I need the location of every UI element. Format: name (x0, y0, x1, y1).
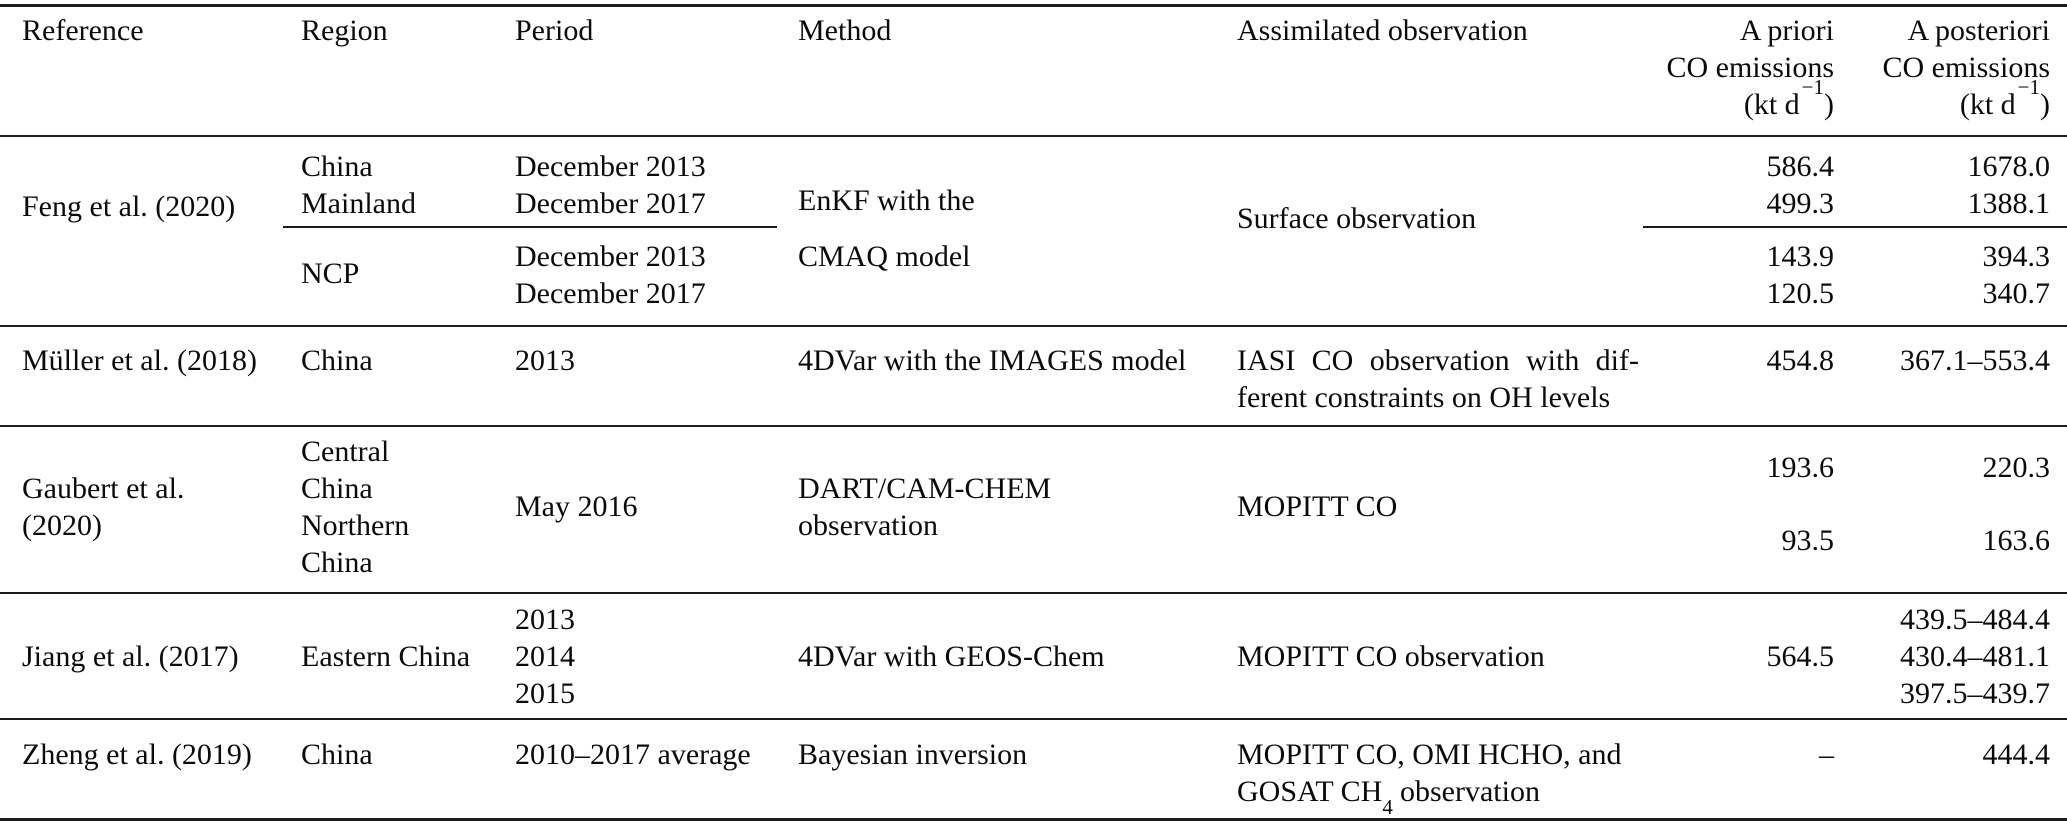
muller-observation-line2: ferent constraints on OH levels (1237, 381, 1611, 414)
feng-aposteriori-ncp: 394.3 340.7 (1983, 238, 2051, 312)
gaubert-apriori-northern: 93.5 (1781, 524, 1835, 557)
feng-aposteriori-mainland: 1678.0 1388.1 (1968, 148, 2051, 222)
aposteriori-header-line2: CO emissions (1882, 51, 2050, 84)
muller-aposteriori: 367.1–553.4 (1900, 344, 2050, 377)
gaubert-reference: Gaubert et al. (2020) (22, 470, 184, 544)
cell-line: December 2017 (515, 277, 706, 310)
cell-line: 499.3 (1766, 187, 1835, 220)
cell-line: China (301, 546, 373, 579)
muller-reference: Müller et al. (2018) (22, 344, 257, 377)
subrow-rule-region-period (283, 226, 777, 228)
muller-period: 2013 (515, 344, 575, 377)
zheng-region: China (301, 738, 373, 771)
jiang-reference: Jiang et al. (2017) (22, 640, 239, 673)
zheng-period: 2010–2017 average (515, 738, 751, 771)
muller-region: China (301, 344, 373, 377)
cell-line: December 2013 (515, 150, 706, 183)
cell-line: 120.5 (1766, 277, 1835, 310)
header-rule (0, 135, 2067, 137)
row-separator-feng (0, 325, 2067, 327)
jiang-apriori: 564.5 (1766, 640, 1835, 673)
feng-apriori-mainland: 586.4 499.3 (1767, 148, 1835, 222)
cell-line: 143.9 (1766, 240, 1835, 273)
col-header-period: Period (515, 14, 594, 47)
zheng-observation-line2: GOSAT CH4 observation (1237, 775, 1540, 819)
row-separator-gaubert (0, 592, 2067, 594)
muller-observation-line1: IASI CO observation with dif- (1237, 344, 1639, 377)
cell-line: DART/CAM-CHEM (798, 472, 1052, 505)
unit-superscript: −1 (2017, 75, 2040, 100)
feng-region-ncp: NCP (301, 257, 360, 290)
unit-superscript: −1 (1801, 75, 1824, 100)
zheng-method: Bayesian inversion (798, 738, 1028, 771)
jiang-region: Eastern China (301, 640, 471, 673)
cell-line: December 2017 (515, 187, 706, 220)
apriori-header-unit: (kt d−1) (1743, 75, 1834, 121)
bottom-rule (0, 818, 2067, 821)
cell-line: 397.5–439.7 (1900, 677, 2050, 710)
gaubert-region: Central China Northern China (301, 433, 409, 581)
cell-line: 2015 (515, 677, 575, 710)
col-header-apriori: A priori CO emissions (kt d−1) (1666, 12, 1834, 123)
cell-line: 1388.1 (1967, 187, 2051, 220)
zheng-observation-line1: MOPITT CO, OMI HCHO, and (1237, 738, 1622, 771)
gaubert-aposteriori-northern: 163.6 (1982, 524, 2051, 557)
gaubert-aposteriori-central: 220.3 (1982, 451, 2051, 484)
col-header-method: Method (798, 14, 892, 47)
cell-line: Gaubert et al. (22, 472, 185, 505)
row-separator-muller (0, 425, 2067, 427)
feng-observation: Surface observation (1237, 202, 1477, 235)
jiang-method: 4DVar with GEOS-Chem (798, 640, 1105, 673)
cell-line: China (301, 472, 373, 505)
cell-line: 586.4 (1766, 150, 1835, 183)
jiang-period: 2013 2014 2015 (515, 601, 575, 712)
gaubert-period: May 2016 (515, 490, 638, 523)
cell-line: 439.5–484.4 (1900, 603, 2050, 636)
cell-line: 430.4–481.1 (1900, 640, 2050, 673)
jiang-aposteriori: 439.5–484.4 430.4–481.1 397.5–439.7 (1900, 601, 2050, 712)
gaubert-observation: MOPITT CO (1237, 490, 1398, 523)
cell-line: 2013 (515, 603, 575, 636)
ch4-subscript: 4 (1382, 794, 1393, 819)
zheng-aposteriori: 444.4 (1982, 738, 2051, 771)
cell-line: December 2013 (515, 240, 706, 273)
cell-line: (2020) (22, 509, 102, 542)
cell-line: 2014 (515, 640, 575, 673)
cell-line: China (301, 150, 373, 183)
cell-line: Mainland (301, 187, 416, 220)
muller-method: 4DVar with the IMAGES model (798, 344, 1187, 377)
col-header-reference: Reference (22, 14, 144, 47)
aposteriori-header-line1: A posteriori (1907, 14, 2051, 47)
col-header-aposteriori: A posteriori CO emissions (kt d−1) (1882, 12, 2050, 123)
apriori-header-line1: A priori (1739, 14, 1834, 47)
col-header-observation: Assimilated observation (1237, 14, 1528, 47)
feng-reference: Feng et al. (2020) (22, 190, 236, 223)
zheng-reference: Zheng et al. (2019) (22, 738, 252, 771)
col-header-region: Region (301, 14, 388, 47)
top-rule (0, 4, 2067, 7)
jiang-observation: MOPITT CO observation (1237, 640, 1545, 673)
cell-line: Central (301, 435, 390, 468)
feng-period-ncp: December 2013 December 2017 (515, 238, 706, 312)
muller-apriori: 454.8 (1766, 344, 1835, 377)
gaubert-apriori-central: 193.6 (1766, 451, 1835, 484)
subrow-rule-emissions (1643, 226, 2067, 228)
feng-apriori-ncp: 143.9 120.5 (1767, 238, 1835, 312)
feng-method-line2: CMAQ model (798, 240, 971, 273)
cell-line: 340.7 (1982, 277, 2051, 310)
cell-line: Northern (301, 509, 410, 542)
aposteriori-header-unit: (kt d−1) (1959, 75, 2050, 121)
row-separator-jiang (0, 718, 2067, 720)
zheng-apriori: – (1819, 738, 1834, 771)
feng-period-mainland: December 2013 December 2017 (515, 148, 706, 222)
cell-line: observation (798, 509, 938, 542)
feng-method-line1: EnKF with the (798, 184, 975, 217)
gaubert-method: DART/CAM-CHEM observation (798, 470, 1051, 544)
cell-line: 1678.0 (1967, 150, 2051, 183)
apriori-header-line2: CO emissions (1666, 51, 1834, 84)
cell-line: 394.3 (1982, 240, 2051, 273)
feng-region-mainland: China Mainland (301, 148, 416, 222)
